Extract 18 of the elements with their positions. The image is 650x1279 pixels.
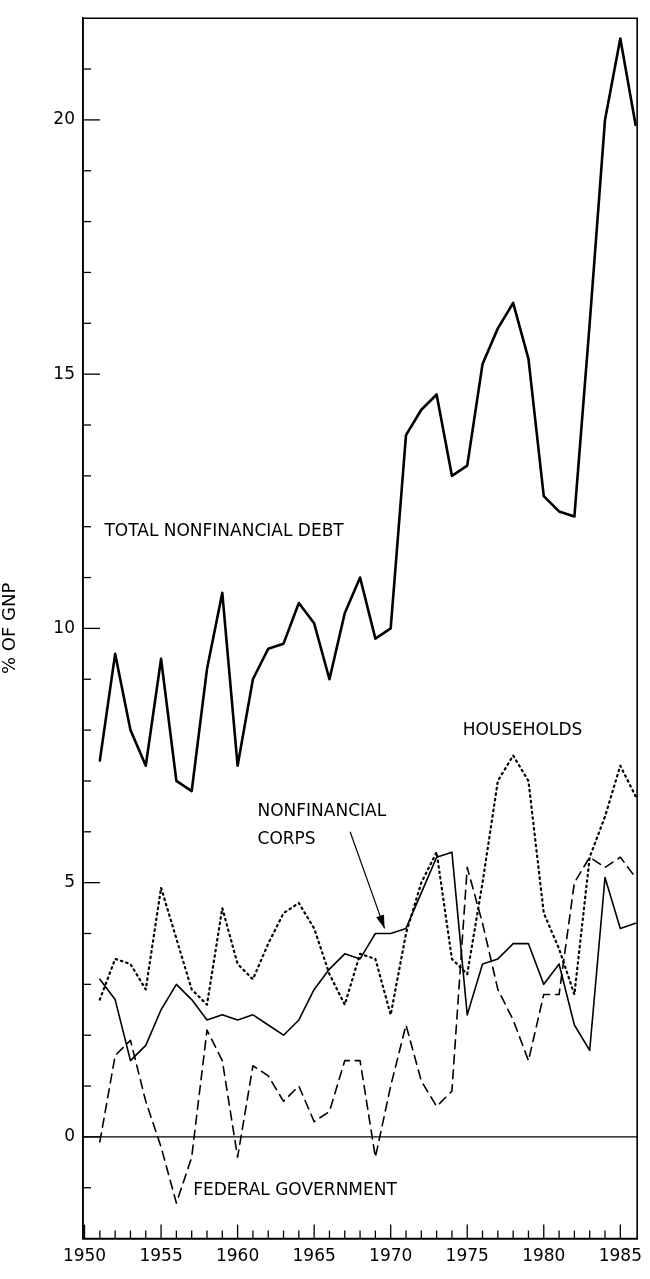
y-tick-label: 0	[64, 1125, 75, 1146]
x-tick-label: 1955	[139, 1245, 183, 1266]
y-tick-label: 10	[53, 616, 75, 637]
text: TOTAL NONFINANCIAL DEBT	[103, 520, 345, 541]
x-tick-label: 1980	[522, 1245, 566, 1266]
y-tick-label: 5	[64, 871, 75, 892]
text: NONFINANCIAL CORPS	[257, 799, 387, 848]
x-tick-label: 1960	[215, 1245, 260, 1266]
y-axis-title: % OF GNP	[0, 582, 20, 675]
series-label: FEDERAL GOVERNMENT	[193, 1178, 398, 1199]
x-tick-label: 1985	[598, 1245, 642, 1266]
y-tick-label: 20	[53, 108, 75, 129]
series-label: HOUSEHOLDS	[462, 718, 583, 739]
x-tick-label: 1965	[292, 1245, 336, 1266]
x-tick-label: 1970	[369, 1245, 413, 1266]
y-tick-label: 15	[53, 362, 75, 383]
x-tick-label: 1975	[445, 1245, 489, 1266]
x-tick-label: 1950	[62, 1245, 107, 1266]
